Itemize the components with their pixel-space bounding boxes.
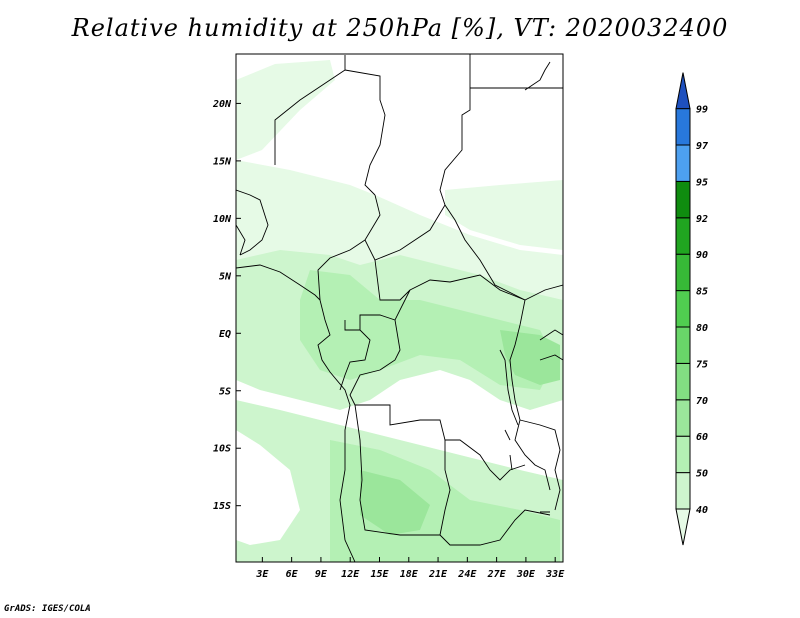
colorbar-level-label: 50 [696,469,708,480]
border-drc-west [349,319,526,481]
colorbar-level-label: 99 [696,105,708,116]
lon-tick-label: 27E [487,569,507,580]
lon-tick-label: 18E [400,569,419,580]
colorbar-segment [675,362,691,401]
lon-tick-label: 3E [255,569,269,580]
lon-tick-label: 33E [545,569,565,580]
colorbar-segment [675,180,691,219]
lon-tick-label: 6E [286,569,299,580]
border-car [374,259,526,301]
colorbar-level-label: 92 [696,214,708,225]
lat-tick-label: EQ [219,329,231,340]
latitude-axis: 20N 15N 10N 5N EQ 5S 10S 15S [212,99,241,512]
lat-tick-label: 10S [213,444,231,455]
lat-tick-label: 20N [212,99,232,110]
colorbar-segment [675,108,691,146]
humidity-region-north-west [236,60,335,160]
colorbar-segment [675,399,691,437]
lon-tick-label: 15E [370,569,389,580]
colorbar-segment [675,144,691,182]
humidity-region-south-core [360,470,430,535]
border-west-small [236,189,269,256]
border-egypt [470,61,563,91]
colorbar-segment [675,472,691,510]
map-title: Relative humidity at 250hPa [%], VT: 202… [71,14,729,42]
colorbar-level-label: 70 [696,396,708,407]
longitude-axis: 3E 6E 9E 12E 15E 18E 21E 24E 27E 30E 33E [255,557,565,580]
lat-tick-label: 15N [213,156,232,167]
colorbar-level-label: 90 [696,250,708,261]
grads-credit: GrADS: IGES/COLA [4,604,91,614]
lat-tick-label: 5S [219,386,231,397]
border-zambia [439,440,451,536]
country-borders [236,54,563,562]
border-drc-east [509,299,551,491]
border-east-lakes [519,329,563,511]
colorbar-segment [675,253,691,292]
border-misc-lakes [499,349,550,513]
colorbar-segment [675,435,691,474]
lon-tick-label: 30E [516,569,536,580]
colorbar-level-label: 80 [696,323,708,334]
colorbar-level-label: 97 [696,141,708,152]
humidity-region-east-band [445,180,563,250]
colorbar-level-label: 40 [696,505,708,516]
lat-tick-label: 15S [213,501,231,512]
lon-tick-label: 21E [428,569,448,580]
humidity-field [236,54,563,562]
colorbar-level-label: 85 [696,287,708,298]
humidity-region-south-west-gap [236,430,300,545]
colorbar-level-label: 60 [696,432,708,443]
border-cameroon [317,239,366,301]
border-north [274,55,386,196]
colorbar-segment [675,217,691,255]
colorbar-low-extension [675,508,691,546]
lat-tick-label: 5N [219,271,232,282]
colorbar-segment [675,290,691,328]
lat-tick-label: 10N [213,214,232,225]
border-libya-sudan [439,54,563,301]
border-west-coast [236,264,356,562]
colorbar-level-label: 95 [696,177,708,188]
lon-tick-label: 9E [315,569,328,580]
colorbar-level-label: 75 [696,359,708,370]
colorbar-segment [675,326,691,364]
lon-tick-label: 24E [457,569,477,580]
lon-tick-label: 12E [341,569,360,580]
map-frame [235,53,564,563]
colorbar: 40 50 60 70 75 80 85 90 92 95 97 99 [675,72,708,546]
colorbar-high-extension [675,72,691,110]
